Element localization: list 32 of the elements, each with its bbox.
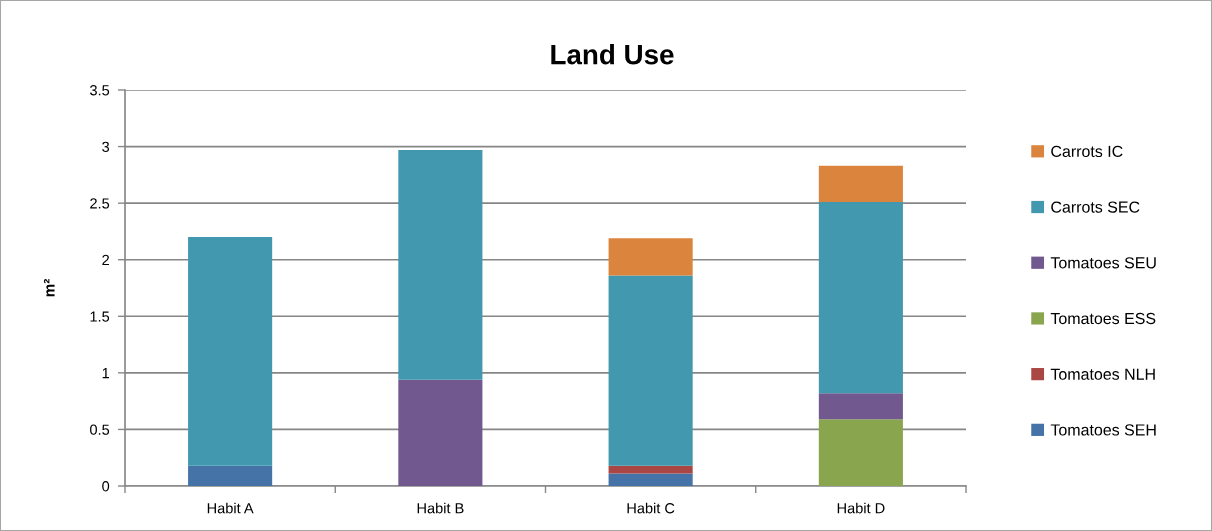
y-tick-label: 0 [102,481,110,492]
y-tick-label: 1.5 [90,311,110,322]
legend-label: Tomatoes SEU [1050,257,1156,269]
legend-label: Carrots IC [1051,145,1123,158]
bar [188,237,273,466]
y-tick-label: 3 [102,141,110,152]
bar [818,419,903,486]
bar [818,165,903,203]
x-tick-label: Habit C [627,502,675,514]
x-tick-label: Habit D [837,502,885,514]
chart-title: Land Use [551,44,674,65]
bar [608,238,693,276]
y-tick-label: 1 [102,368,110,379]
bar [608,465,693,474]
bar [188,465,273,486]
bar [608,275,693,466]
x-tick-label: Habit B [417,502,464,514]
y-axis-title: m² [43,278,55,297]
legend-label: Tomatoes SEH [1050,424,1156,436]
y-tick-label: 2 [102,254,109,265]
bar [818,202,903,394]
y-tick-label: 3.5 [90,85,110,96]
y-tick-label: 0.5 [90,424,110,435]
bar [818,393,903,420]
y-tick-label: 2.5 [90,198,110,209]
bar [398,379,483,486]
legend-label: Tomatoes NLH [1050,368,1155,380]
legend-label: Carrots SEC [1051,201,1140,213]
x-tick-label: Habit A [207,502,254,514]
bar [398,149,483,380]
legend-label: Tomatoes ESS [1050,312,1156,325]
bar [608,473,693,486]
